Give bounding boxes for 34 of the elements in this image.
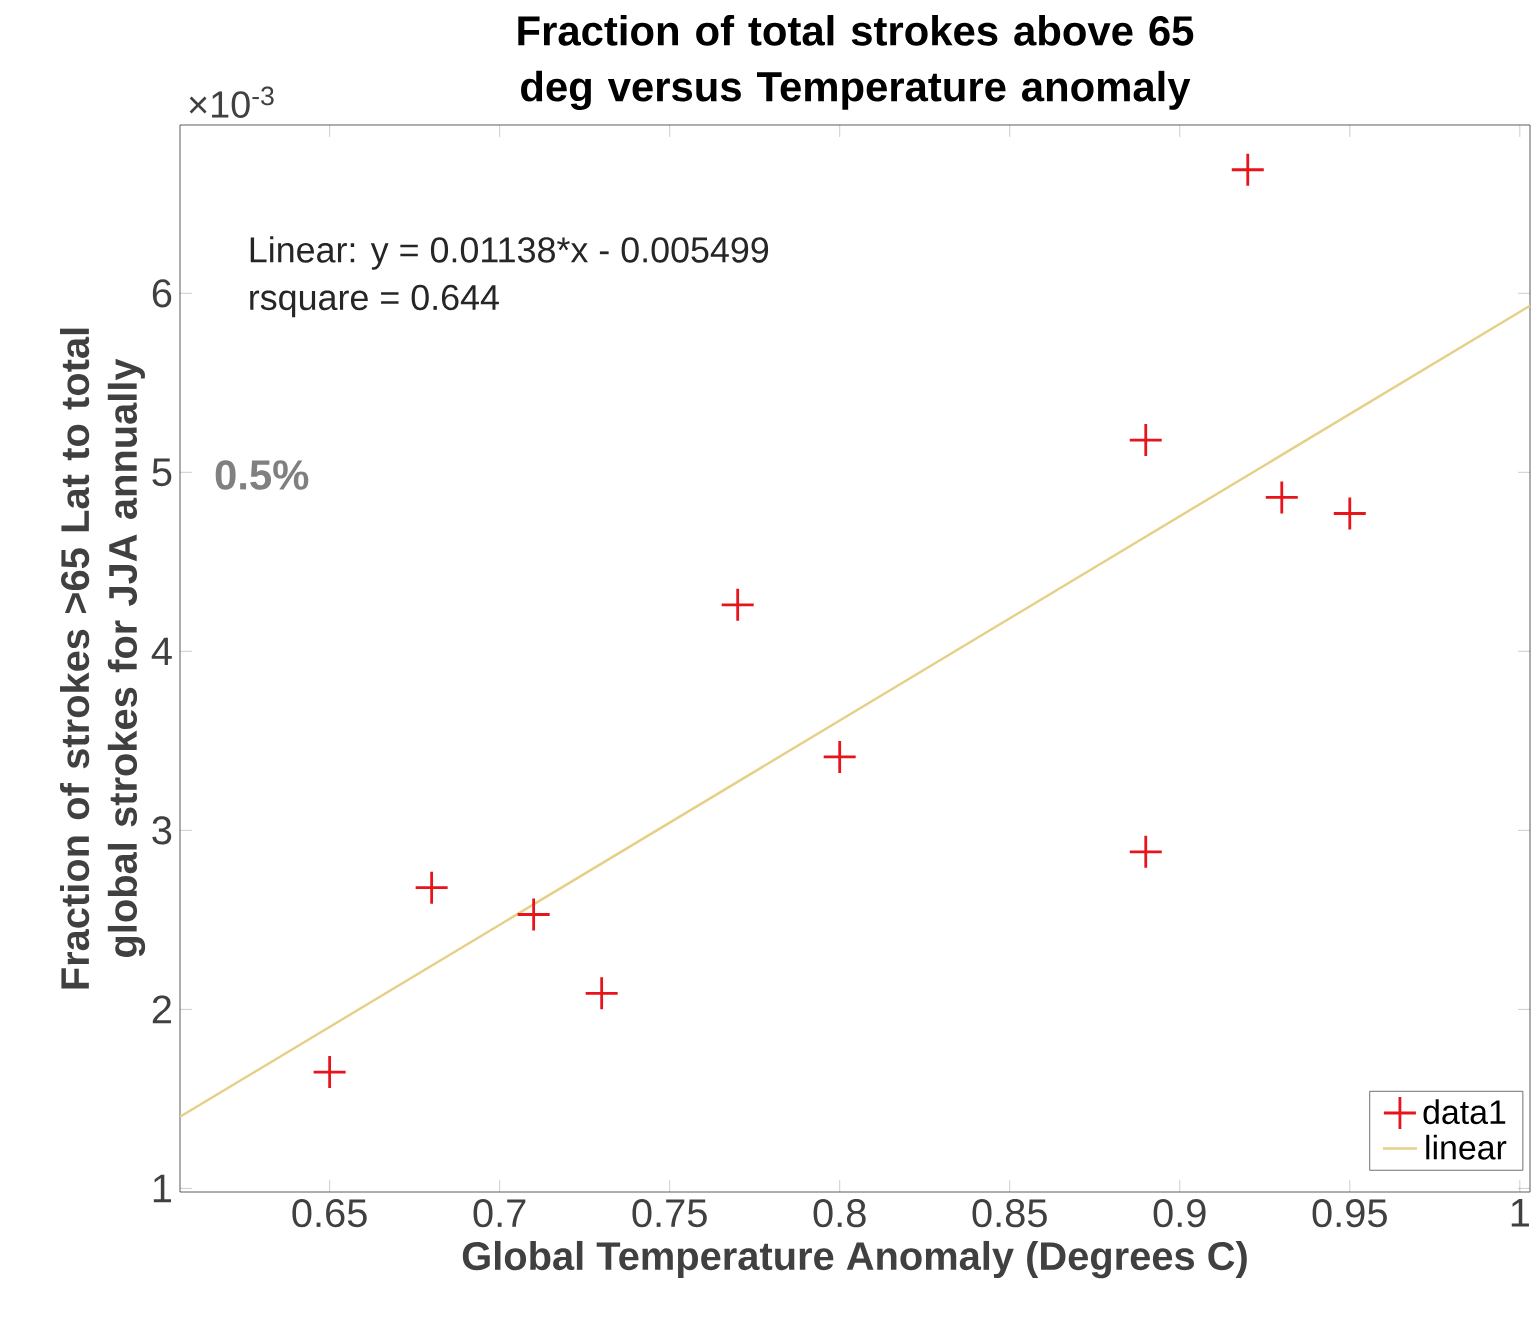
y-axis-title: Fraction of strokes >65 Lat to total global strokes for JJA annually: [59, 328, 146, 989]
point: [313, 1056, 346, 1089]
y-tick-label: 1: [153, 1174, 172, 1203]
point: [415, 871, 448, 904]
y-tick-label: 2: [152, 995, 171, 1024]
point: [1129, 424, 1162, 457]
point: [517, 898, 550, 931]
x-tick-label: 1: [1511, 1199, 1529, 1227]
x-tick-label: 0.95: [1312, 1199, 1387, 1228]
annotation: Linear: y = 0.01138*x - 0.005499: [250, 236, 769, 270]
point: [823, 740, 856, 773]
chart-title: Fraction of total strokes above 65 deg versus Temperature anomaly: [518, 15, 1194, 111]
point: [721, 588, 754, 621]
x-tick-label: 0.9: [1153, 1199, 1206, 1228]
x-tick-label: 0.7: [473, 1199, 526, 1228]
x-axis-title: Global Temperature Anomaly (Degrees C): [462, 1240, 1247, 1279]
point: [1333, 497, 1366, 530]
x-tick-label: 0.75: [632, 1199, 707, 1228]
y-tick-label: 4: [151, 637, 172, 666]
annotation: 0.5%: [215, 460, 309, 490]
x-tick-label: 0.65: [292, 1199, 367, 1228]
x-tick-label: 0.8: [813, 1199, 866, 1228]
point: [1129, 835, 1162, 868]
x-tick-label: 0.85: [972, 1199, 1047, 1228]
y-tick-label: 6: [152, 279, 172, 308]
point: [585, 977, 618, 1010]
legend-label: data1: [1423, 1099, 1506, 1125]
point: [1265, 481, 1298, 514]
legend-label: linear: [1426, 1134, 1507, 1160]
annotation: rsquare = 0.644: [250, 284, 499, 318]
y-tick-label: 3: [152, 816, 172, 845]
y-tick-label: 5: [152, 458, 172, 487]
text: ×10$^{-3}$: [189, 86, 274, 118]
point: [1231, 153, 1264, 186]
